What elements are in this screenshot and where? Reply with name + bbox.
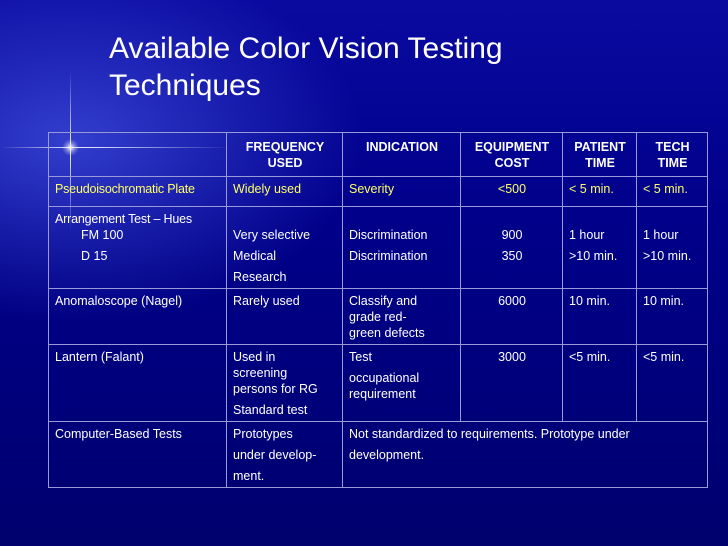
cell-tech-time: < 5 min.	[636, 176, 708, 207]
header-technique	[48, 132, 227, 177]
cell-indication: Severity	[342, 176, 461, 207]
header-equipment-cost: EQUIPMENT COST	[460, 132, 563, 177]
cell-indication: Test occupational requirement	[342, 344, 461, 422]
cell-patient-time: <5 min.	[562, 344, 637, 422]
table-row-lantern: Lantern (Falant) Used in screening perso…	[48, 344, 708, 422]
cell-frequency: Widely used	[226, 176, 343, 207]
slide-title: Available Color Vision Testing Technique…	[109, 30, 669, 104]
cell-frequency: Rarely used	[226, 288, 343, 345]
table-row-computer-based: Computer-Based Tests Prototypes under de…	[48, 421, 708, 488]
cell-patient-time: < 5 min.	[562, 176, 637, 207]
cell-indication: Classify and grade red- green defects	[342, 288, 461, 345]
cell-technique: Arrangement Test – Hues FM 100 D 15	[48, 206, 227, 289]
techniques-table: FREQUENCY USED INDICATION EQUIPMENT COST…	[48, 132, 708, 488]
cell-cost: 6000	[460, 288, 563, 345]
cell-frequency: Very selective Medical Research	[226, 206, 343, 289]
slide-title-line-2: Techniques	[109, 69, 261, 102]
cell-tech-time: 10 min.	[636, 288, 708, 345]
cell-indication: Discrimination Discrimination	[342, 206, 461, 289]
cell-status-note: Not standardized to requirements. Protot…	[342, 421, 708, 488]
cell-cost: <500	[460, 176, 563, 207]
cell-tech-time: <5 min.	[636, 344, 708, 422]
cell-frequency: Prototypes under develop- ment.	[226, 421, 343, 488]
cell-technique: Lantern (Falant)	[48, 344, 227, 422]
slide-title-line-1: Available Color Vision Testing	[109, 32, 503, 65]
cell-tech-time: 1 hour >10 min.	[636, 206, 708, 289]
cell-patient-time: 1 hour >10 min.	[562, 206, 637, 289]
cell-cost: 900 350	[460, 206, 563, 289]
header-frequency-used: FREQUENCY USED	[226, 132, 343, 177]
header-indication: INDICATION	[342, 132, 461, 177]
header-tech-time: TECH TIME	[636, 132, 708, 177]
table-row-anomaloscope: Anomaloscope (Nagel) Rarely used Classif…	[48, 288, 708, 345]
header-patient-time: PATIENT TIME	[562, 132, 637, 177]
cell-cost: 3000	[460, 344, 563, 422]
cell-technique: Computer-Based Tests	[48, 421, 227, 488]
cell-technique: Pseudoisochromatic Plate	[48, 176, 227, 207]
cell-patient-time: 10 min.	[562, 288, 637, 345]
table-header-row: FREQUENCY USED INDICATION EQUIPMENT COST…	[48, 132, 708, 177]
cell-technique: Anomaloscope (Nagel)	[48, 288, 227, 345]
cell-frequency: Used in screening persons for RG Standar…	[226, 344, 343, 422]
table-row-arrangement: Arrangement Test – Hues FM 100 D 15 Very…	[48, 206, 708, 289]
table-row-pseudoisochromatic: Pseudoisochromatic Plate Widely used Sev…	[48, 176, 708, 207]
